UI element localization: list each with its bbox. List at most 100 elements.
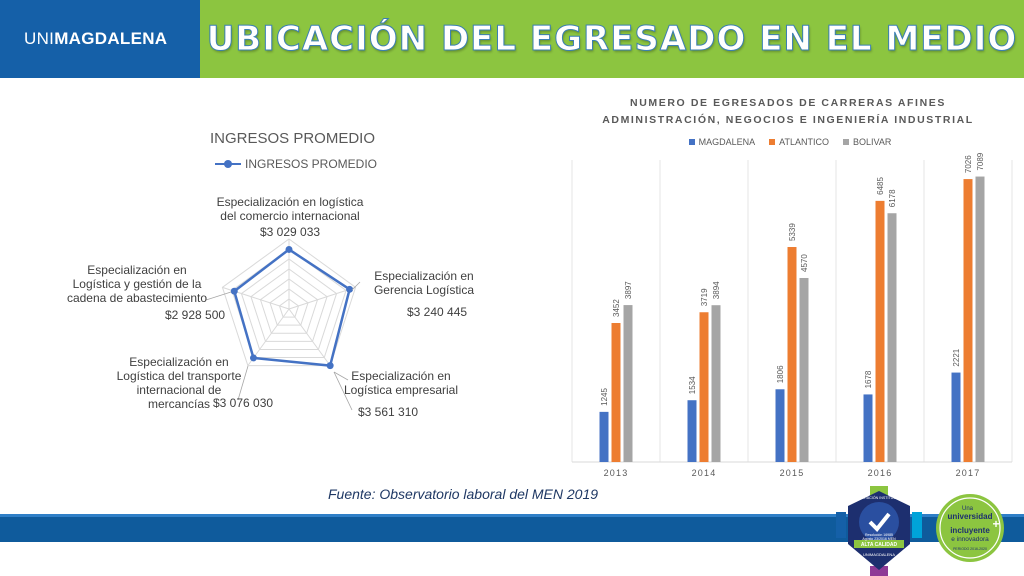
radar-category-label: Especialización en Logística empresarial xyxy=(336,369,466,397)
radar-gridline xyxy=(278,298,300,318)
radar-legend-label: INGRESOS PROMEDIO xyxy=(245,157,378,171)
radar-value-label: $3 240 445 xyxy=(407,305,468,319)
bar xyxy=(611,322,621,462)
bar-legend: MAGDALENA ATLANTICO BOLIVAR xyxy=(570,137,1010,147)
bar xyxy=(711,305,721,462)
slogan-line: e innovadora xyxy=(951,536,989,543)
bar-value-label: 6485 xyxy=(876,177,885,195)
bar-title-line: ADMINISTRACIÓN, NEGOCIOS E INGENIERÍA IN… xyxy=(602,114,974,126)
slogan-badge: Una universidad incluyente e innovadora … xyxy=(936,494,1004,562)
badge-ring xyxy=(859,502,899,542)
source-note: Fuente: Observatorio laboral del MEN 201… xyxy=(328,486,599,502)
badge-title: ACREDITACIÓN INSTITUCIONAL xyxy=(851,495,906,500)
slogan-period: PERIODO 2016-2020 xyxy=(953,547,987,551)
bar-value-label: 6178 xyxy=(888,189,897,207)
bar-value-label: 3897 xyxy=(624,281,633,299)
bar-category-label: 2014 xyxy=(692,468,717,478)
legend-item-magdalena: MAGDALENA xyxy=(688,137,756,147)
legend-label: BOLIVAR xyxy=(853,137,892,147)
bar-value-label: 3452 xyxy=(612,299,621,317)
radar-legend: INGRESOS PROMEDIO xyxy=(215,157,377,171)
radar-category-line: Especialización en logística xyxy=(216,195,364,209)
slogan-line: Una xyxy=(962,506,974,512)
bar-value-label: 4570 xyxy=(800,254,809,272)
radar-category-line: del comercio internacional xyxy=(220,209,360,223)
slide-header: UNI MAGDALENA UBICACIÓN DEL EGRESADO EN E… xyxy=(0,0,1024,78)
radar-series-line xyxy=(232,247,352,367)
radar-category-line: Especialización en xyxy=(374,269,474,283)
bar-value-label: 1245 xyxy=(600,388,609,406)
radar-leader-line xyxy=(351,281,361,291)
radar-category-label: Especialización en Logística del transpor… xyxy=(104,355,254,411)
bar xyxy=(599,411,609,462)
bar-value-label: 2221 xyxy=(952,348,961,366)
radar-point xyxy=(230,287,238,295)
badge-line: Resolución 16985 xyxy=(865,533,893,537)
radar-point xyxy=(346,285,354,293)
badge-stripe xyxy=(870,566,888,576)
plus-icon: + xyxy=(992,517,999,531)
slogan-line: incluyente xyxy=(950,526,990,535)
slide-title: UBICACIÓN DEL EGRESADO EN EL MEDIO xyxy=(206,19,1018,60)
legend-swatch xyxy=(843,139,849,145)
bar xyxy=(887,213,897,462)
bar xyxy=(975,176,985,462)
radar-category-line: Especialización en xyxy=(129,355,229,369)
radar-point xyxy=(326,362,334,370)
radar-spoke xyxy=(288,286,356,310)
radar-gridline xyxy=(240,258,338,350)
radar-spoke xyxy=(288,308,331,366)
radar-gridline xyxy=(259,278,319,334)
radar-value-label: $3 561 310 xyxy=(358,405,419,419)
brand-prefix: UNI xyxy=(24,29,55,48)
radar-gridline xyxy=(269,288,309,326)
legend-swatch xyxy=(688,139,695,145)
bar-category-label: 2017 xyxy=(956,468,981,478)
radar-category-line: mercancías xyxy=(147,397,211,411)
radar-category-label: Especialización en Gerencia Logística xyxy=(366,269,482,297)
badge-stripe xyxy=(836,512,846,538)
bar xyxy=(623,305,633,462)
badge-circle-ring xyxy=(939,497,1001,559)
bar xyxy=(863,394,873,462)
bar-title-line: NUMERO DE EGRESADOS DE CARRERAS AFINES xyxy=(630,97,946,109)
bar xyxy=(775,389,785,462)
bar-value-label: 1678 xyxy=(864,370,873,388)
legend-item-bolivar: BOLIVAR xyxy=(843,137,891,147)
slogan-line: universidad xyxy=(948,512,993,521)
legend-item-atlantico: ATLANTICO xyxy=(769,137,829,147)
badge-line: Agosto 23/2016 MEN xyxy=(862,537,896,541)
badge-quality: ALTA CALIDAD xyxy=(861,542,898,548)
legend-label: MAGDALENA xyxy=(698,137,756,147)
bar xyxy=(787,247,797,462)
bar-value-label: 7026 xyxy=(964,155,973,173)
radar-spoke xyxy=(222,286,290,310)
bar-category-label: 2013 xyxy=(604,468,629,478)
bar xyxy=(951,372,961,462)
badge-ribbon xyxy=(854,540,904,548)
bar xyxy=(875,200,885,462)
radar-gridline xyxy=(250,268,328,342)
bar-category-label: 2016 xyxy=(868,468,893,478)
radar-category-line: Logística y gestión de la xyxy=(72,277,202,291)
badge-stripe xyxy=(912,512,922,538)
bar-value-label: 5339 xyxy=(788,223,797,241)
bar-value-label: 3894 xyxy=(712,281,721,299)
bar-category-label: 2015 xyxy=(780,468,805,478)
unimagdalena-logo: UNI MAGDALENA xyxy=(0,0,200,78)
radar-chart-title: INGRESOS PROMEDIO xyxy=(210,130,376,147)
title-band: UBICACIÓN DEL EGRESADO EN EL MEDIO xyxy=(200,0,1024,78)
radar-category-label: Especialización en Logística y gestión de… xyxy=(62,263,212,305)
radar-gridline xyxy=(231,248,347,359)
radar-category-line: internacional de xyxy=(136,383,222,397)
badge-circle xyxy=(936,494,1004,562)
bar xyxy=(963,179,973,462)
bar-chart-title: NUMERO DE EGRESADOS DE CARRERAS AFINES A… xyxy=(568,95,1008,129)
radar-spoke xyxy=(247,308,290,366)
radar-category-line: Especialización en xyxy=(87,263,187,277)
radar-category-line: Gerencia Logística xyxy=(373,283,475,297)
bar xyxy=(699,312,709,462)
radar-value-label: $2 928 500 xyxy=(165,308,226,322)
radar-category-line: Logística empresarial xyxy=(343,383,459,397)
check-icon xyxy=(868,512,891,532)
